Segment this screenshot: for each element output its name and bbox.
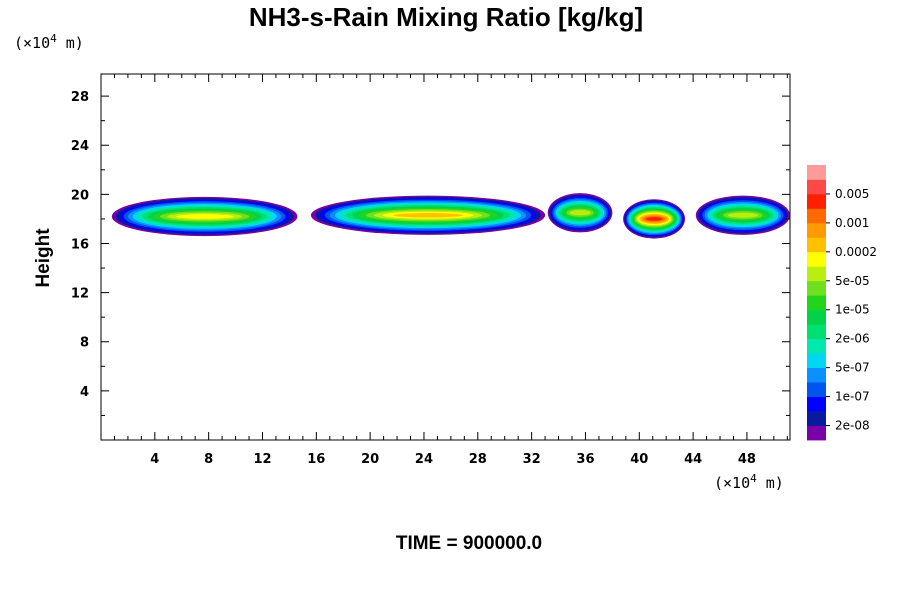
- x-unit-label: (×104 m): [714, 472, 784, 492]
- x-tick-label: 20: [361, 452, 379, 467]
- colorbar-swatch: [807, 237, 826, 253]
- colorbar-swatch: [807, 222, 826, 238]
- y-tick-label: 16: [71, 237, 89, 252]
- colorbar-labels: 2e-08 1e-07 5e-07 2e-06 1e-05 5e-05 0.0002 0.00…: [826, 187, 877, 433]
- y-tick-label: 12: [71, 287, 89, 302]
- x-tick-label: 40: [630, 452, 648, 467]
- cloud-contour-band: [569, 210, 591, 216]
- colorbar-swatch: [807, 193, 826, 209]
- x-tick-label: 12: [253, 452, 271, 467]
- y-axis-label: Height: [33, 228, 54, 288]
- x-unit-suffix: m): [757, 474, 784, 492]
- y-unit-label: (×104 m): [14, 32, 84, 52]
- colorbar-label: 1e-05: [835, 303, 870, 317]
- colorbar-swatch: [807, 309, 826, 325]
- cloud-contour-band: [727, 212, 759, 218]
- y-unit-exponent: 4: [50, 32, 57, 45]
- colorbar-swatch: [807, 251, 826, 267]
- cloud-contour-band: [393, 213, 463, 218]
- chart-title: NH3-s-Rain Mixing Ratio [kg/kg]: [249, 2, 643, 32]
- colorbar-label: 1e-07: [835, 390, 870, 404]
- colorbar-label: 0.001: [835, 216, 869, 230]
- x-tick-label: 32: [523, 452, 541, 467]
- x-tick-label: 36: [576, 452, 594, 467]
- y-tick-label: 4: [80, 385, 89, 400]
- x-tick-label: 4: [150, 452, 159, 467]
- colorbar-label: 2e-08: [835, 419, 870, 433]
- plot-frame: [100, 73, 791, 441]
- y-tick-label: 8: [80, 336, 89, 351]
- y-unit-prefix: (×10: [14, 34, 50, 52]
- colorbar-swatch: [807, 382, 826, 397]
- colorbar-swatch: [807, 179, 826, 195]
- cloud-contour-band: [645, 217, 663, 221]
- x-unit-prefix: (×10: [714, 474, 750, 492]
- cloud-layer: [111, 193, 790, 239]
- colorbar-label: 2e-06: [835, 332, 870, 346]
- y-tick-label: 20: [71, 188, 89, 203]
- x-tick-label: 48: [738, 452, 756, 467]
- x-tick-labels: 4 8 12 16 20 24 28 32 36 40 44 48: [150, 452, 756, 467]
- colorbar-label: 0.0002: [835, 245, 877, 259]
- colorbar-swatch: [807, 396, 826, 412]
- colorbar-swatch: [807, 324, 826, 340]
- x-tick-label: 8: [204, 452, 213, 467]
- colorbar-swatch: [807, 411, 826, 426]
- colorbar: [807, 165, 826, 441]
- colorbar-swatch: [807, 367, 826, 383]
- colorbar-swatch: [807, 295, 826, 311]
- cloud-contour-band: [176, 214, 234, 219]
- colorbar-swatch: [807, 165, 826, 180]
- axis-ticks: [101, 74, 790, 440]
- colorbar-swatch: [807, 208, 826, 224]
- colorbar-label: 5e-05: [835, 274, 870, 288]
- colorbar-label: 0.005: [835, 187, 869, 201]
- colorbar-swatch: [807, 266, 826, 282]
- colorbar-swatch: [807, 353, 826, 369]
- y-tick-label: 28: [71, 90, 89, 105]
- y-tick-label: 24: [71, 139, 89, 154]
- y-tick-labels: 4 8 12 16 20 24 28: [71, 90, 89, 400]
- y-unit-suffix: m): [57, 34, 84, 52]
- x-tick-label: 24: [415, 452, 433, 467]
- colorbar-swatch: [807, 338, 826, 354]
- time-label: TIME = 900000.0: [396, 533, 542, 554]
- x-unit-exponent: 4: [750, 472, 757, 485]
- x-tick-label: 28: [469, 452, 487, 467]
- x-tick-label: 44: [684, 452, 702, 467]
- x-tick-label: 16: [307, 452, 325, 467]
- colorbar-swatch: [807, 280, 826, 296]
- colorbar-label: 5e-07: [835, 361, 870, 375]
- colorbar-swatch: [807, 425, 826, 441]
